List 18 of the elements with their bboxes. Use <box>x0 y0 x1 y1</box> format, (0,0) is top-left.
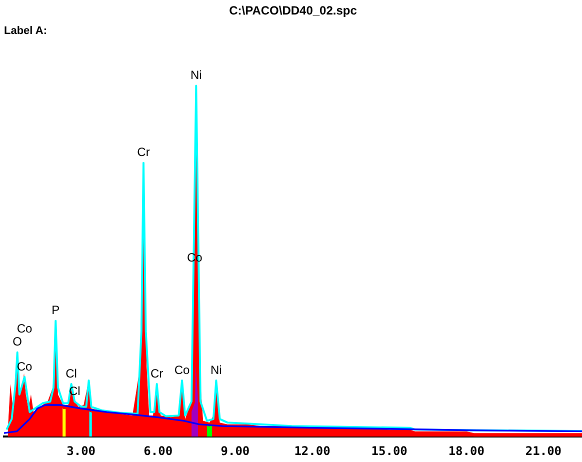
annotation: Co <box>174 362 190 377</box>
x-tick-label: 21.00 <box>525 444 562 458</box>
x-tick-label: 12.00 <box>294 444 330 458</box>
annotation: Co <box>16 321 33 336</box>
annotation: Cl <box>66 366 77 380</box>
annotation: Cr <box>150 366 164 380</box>
x-tick-label: 6.00 <box>144 444 173 458</box>
x-tick-label: 3.00 <box>66 444 96 458</box>
annotation: P <box>52 303 60 318</box>
chart-title: C:\PACO\DD40_02.spc <box>229 4 358 18</box>
x-tick-label: 15.00 <box>371 444 408 458</box>
x-tick-label: 18.00 <box>448 444 484 458</box>
annotation: Ni <box>190 68 202 82</box>
annotation: Ni <box>210 362 222 377</box>
annotation: O <box>12 334 22 349</box>
annotation: Cr <box>137 145 150 160</box>
chart-subtitle: Label A: <box>4 25 47 38</box>
x-tick-label: 9.00 <box>220 444 250 458</box>
